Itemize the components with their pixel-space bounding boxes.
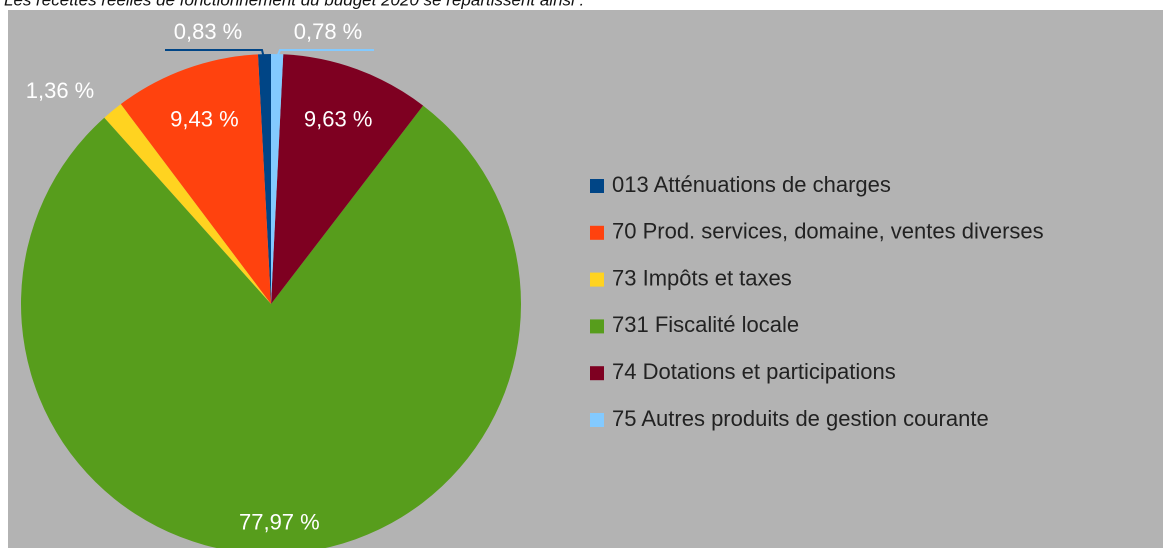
chart-title: Les recettes réelles de fonctionnement d… [4,0,585,9]
legend-label: 73 Impôts et taxes [612,265,792,290]
legend-swatch [590,225,604,240]
data-label: 9,63 % [304,107,373,132]
legend-swatch [590,413,604,427]
legend-label: 75 Autres produits de gestion courante [612,406,989,431]
data-label: 77,97 % [239,510,320,535]
pie-slice [104,104,271,304]
data-label: 0,83 % [174,19,243,44]
legend-swatch [590,366,604,381]
legend-swatch [590,319,604,334]
data-label: 1,36 % [26,78,95,103]
pie-slice [257,54,271,304]
leader-line [165,49,266,63]
pie-slice [271,54,284,304]
leader-line [274,49,374,63]
legend-swatch [590,272,604,287]
legend-label: 731 Fiscalité locale [612,312,799,337]
legend-label: 70 Prod. services, domaine, ventes diver… [612,219,1044,244]
pie-slice [120,54,272,305]
legend-label: 74 Dotations et participations [612,359,896,384]
pie-slice [21,105,521,548]
data-label: 9,43 % [170,107,239,132]
legend-label: 013 Atténuations de charges [612,172,891,197]
pie-slice [271,54,424,305]
data-label: 0,78 % [294,19,363,44]
legend-swatch [590,179,604,193]
